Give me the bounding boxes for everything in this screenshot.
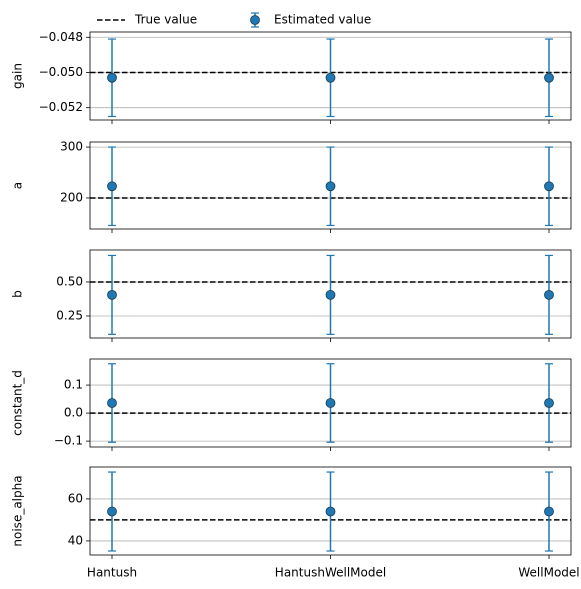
y-tick-label: −0.052 [39,100,83,114]
plot-frame [89,358,572,448]
panel [90,363,571,443]
y-tick-label: −0.050 [39,65,83,79]
panel [90,36,571,118]
y-tick-label: 60 [68,491,83,505]
point [544,181,554,192]
point [544,398,554,408]
point [107,289,117,300]
y-tick-label: 0.25 [56,308,83,322]
legend-swatch [250,15,260,25]
y-axis-label: b [11,290,25,298]
y-tick-label: 300 [60,140,83,154]
point [107,398,117,408]
point [325,181,336,192]
panel [90,471,571,552]
point [544,289,554,300]
panel [90,146,571,227]
y-tick-label: 0.50 [56,274,83,288]
legend-label: Estimated value [274,13,371,27]
x-tick-label: Hantush [87,566,137,580]
point [325,289,336,300]
plot-frame [89,31,572,121]
panel [90,254,571,335]
y-tick-label: 200 [60,190,83,204]
legend-label: True value [134,13,197,27]
y-tick-label: −0.048 [39,30,83,44]
y-axis-label: a [11,182,25,189]
point [325,72,336,83]
plot-frame [89,466,572,556]
x-tick-label: WellModel [518,566,579,580]
y-axis-label: constant_d [11,370,25,436]
y-tick-label: 0.0 [64,406,83,420]
y-tick-label: 0.1 [64,378,83,392]
plot-frame [89,249,572,339]
y-axis-label: noise_alpha [11,475,25,546]
point [325,506,336,517]
y-tick-label: 40 [68,533,83,547]
point [544,72,554,83]
point [107,72,117,83]
y-axis-label: gain [11,63,25,89]
point [325,398,336,408]
point [107,506,117,517]
plot-frame [89,141,572,230]
x-tick-label: HantushWellModel [275,566,386,580]
point [544,506,554,517]
point [107,181,117,192]
y-tick-label: −0.1 [54,434,83,448]
